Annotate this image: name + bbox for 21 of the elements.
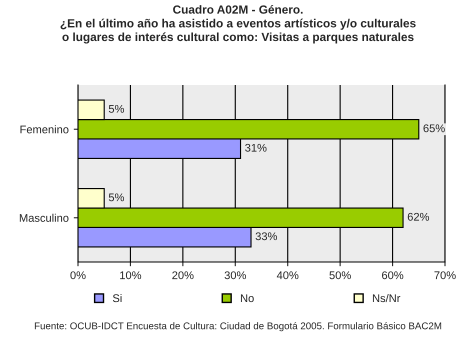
legend-label: No [240,294,254,302]
x-tick-label: 60% [382,271,404,280]
x-tick-label: 30% [224,271,246,280]
data-label: 5% [108,104,124,113]
data-label: 65% [424,124,445,132]
y-tick-label: Femenino [20,125,69,134]
x-tick-label: 50% [329,271,351,280]
x-tick-label: 10% [120,271,142,280]
data-label: 5% [108,193,124,202]
x-tick-label: 20% [172,271,194,280]
x-tick-label: 70% [434,271,456,280]
data-label: 33% [256,232,278,240]
data-label: 31% [245,144,267,152]
legend-label: Si [112,294,122,302]
legend-label: Ns/Nr [372,294,400,302]
x-tick-label: 0% [70,271,86,280]
chart-title: Cuadro A02M - Género. ¿En el último año ha asistido a eventos artísticos y/o culturales o lugares de interés cultural como: Visitas a parques naturales [60,4,416,44]
x-tick-label: 40% [276,271,298,280]
y-tick-label: Masculino [20,214,69,222]
data-label: 62% [408,212,430,221]
source-note: Fuente: OCUB-IDCT Encuesta de Cultura: Ciudad de Bogotá 2005. Formulario Básico BAC2M [34,322,442,332]
